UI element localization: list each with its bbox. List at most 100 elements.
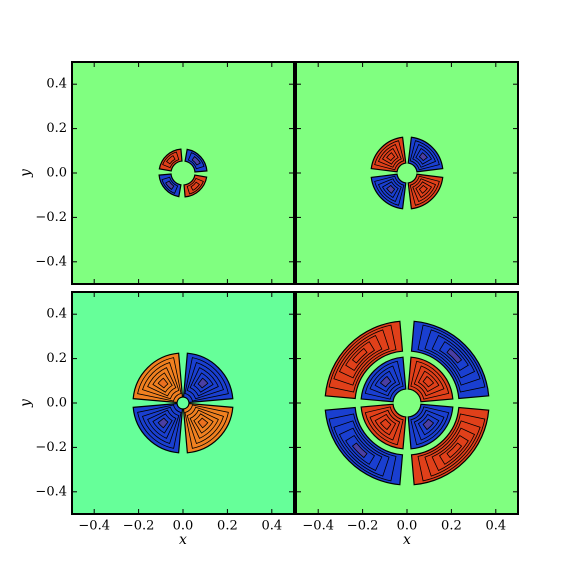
x-tick-label: 0.4 [261, 519, 282, 534]
contour-line [438, 434, 469, 465]
contour-line [415, 181, 433, 199]
contour-line [386, 152, 396, 162]
contour-line [412, 143, 437, 168]
contour-band [410, 320, 490, 400]
plot-area [72, 62, 294, 284]
x-tick-label: −0.4 [302, 519, 334, 534]
contour-line [364, 406, 404, 446]
plot-frame [295, 291, 519, 515]
contour-line [141, 406, 180, 445]
x-tick-label: −0.4 [78, 519, 110, 534]
contour-line [431, 427, 476, 472]
contour-line [413, 409, 445, 441]
contour-band [370, 136, 407, 173]
contour-line [377, 178, 402, 203]
contour-line [333, 420, 390, 477]
contour-line [417, 413, 440, 436]
contour-line [379, 418, 392, 431]
contour-line [351, 347, 368, 364]
contour-band [407, 173, 444, 210]
contour-line [374, 140, 405, 171]
contour-line [190, 181, 200, 191]
contour-line [374, 413, 397, 436]
contour-line [152, 372, 173, 393]
contour-line [431, 334, 476, 379]
contour-line [328, 324, 397, 393]
contour-line [328, 413, 397, 482]
plot-area [72, 292, 294, 514]
x-tick-label: −0.2 [123, 519, 155, 534]
contour-line [193, 413, 214, 434]
contour-line [184, 404, 229, 449]
panel: −0.4 −0.2 0.0 0.2 0.4 y [18, 61, 295, 285]
contour-line [369, 365, 401, 397]
x-tick-label: 0.4 [485, 519, 506, 534]
contour-line [186, 177, 204, 195]
contour-line [369, 409, 401, 441]
contour-line [409, 175, 440, 206]
contour-line [410, 406, 450, 446]
x-tick-label: 0.0 [397, 519, 418, 534]
contour-line [415, 147, 433, 165]
contour-line [166, 155, 176, 165]
contour-line [413, 365, 445, 397]
y-tick-label: −0.2 [35, 440, 67, 455]
contour-line [141, 361, 180, 400]
contour-line [438, 341, 469, 372]
contour-line [446, 442, 463, 459]
contour-line [374, 175, 405, 206]
contour-line [418, 152, 428, 162]
contour-line [187, 152, 205, 170]
contour-band [407, 136, 444, 173]
contour-line [412, 178, 437, 203]
contour-line [186, 361, 225, 400]
contour-line [162, 151, 180, 169]
plot-area [296, 62, 518, 284]
contour-line [381, 147, 399, 165]
contour-line [152, 413, 173, 434]
plot-frame [295, 61, 519, 285]
contour-line [189, 367, 219, 397]
contour-band [410, 406, 490, 486]
x-axis-label: x [179, 532, 187, 548]
contour-line [377, 143, 402, 168]
contour-line [381, 181, 399, 199]
contour-line [165, 180, 175, 190]
contour-line [161, 176, 179, 194]
panel [295, 61, 519, 285]
y-tick-label: 0.0 [46, 166, 67, 181]
contour-line [410, 360, 450, 400]
contour-line [191, 156, 201, 166]
contour-line [137, 404, 182, 449]
plot-frame [71, 291, 295, 515]
contour-line [147, 367, 177, 397]
contour-line [417, 413, 486, 482]
panel: −0.4 −0.2 0.0 0.2 0.4 x [295, 291, 519, 548]
contour-line [417, 324, 486, 393]
contour-line [197, 377, 209, 389]
contour-line [386, 184, 396, 194]
contour-line [333, 329, 390, 386]
y-tick-label: 0.2 [46, 121, 67, 136]
contour-line [418, 184, 428, 194]
contour-line [189, 409, 219, 439]
x-tick-label: 0.2 [217, 519, 238, 534]
y-tick-label: −0.4 [35, 254, 67, 269]
contour-line [338, 334, 383, 379]
y-tick-label: 0.0 [46, 396, 67, 411]
contour-line [193, 372, 214, 393]
contour-line [446, 347, 463, 364]
y-axis-label: y [18, 168, 34, 178]
contour-line [197, 417, 209, 429]
x-tick-label: 0.0 [173, 519, 194, 534]
x-axis-label: x [403, 532, 411, 548]
contour-line [409, 140, 440, 171]
plot-area [296, 292, 518, 514]
y-axis-label: y [18, 398, 34, 408]
x-tick-label: −0.2 [347, 519, 379, 534]
plot-frame [71, 61, 295, 285]
x-tick-label: 0.2 [441, 519, 462, 534]
contour-line [137, 357, 182, 402]
y-tick-label: −0.4 [35, 484, 67, 499]
